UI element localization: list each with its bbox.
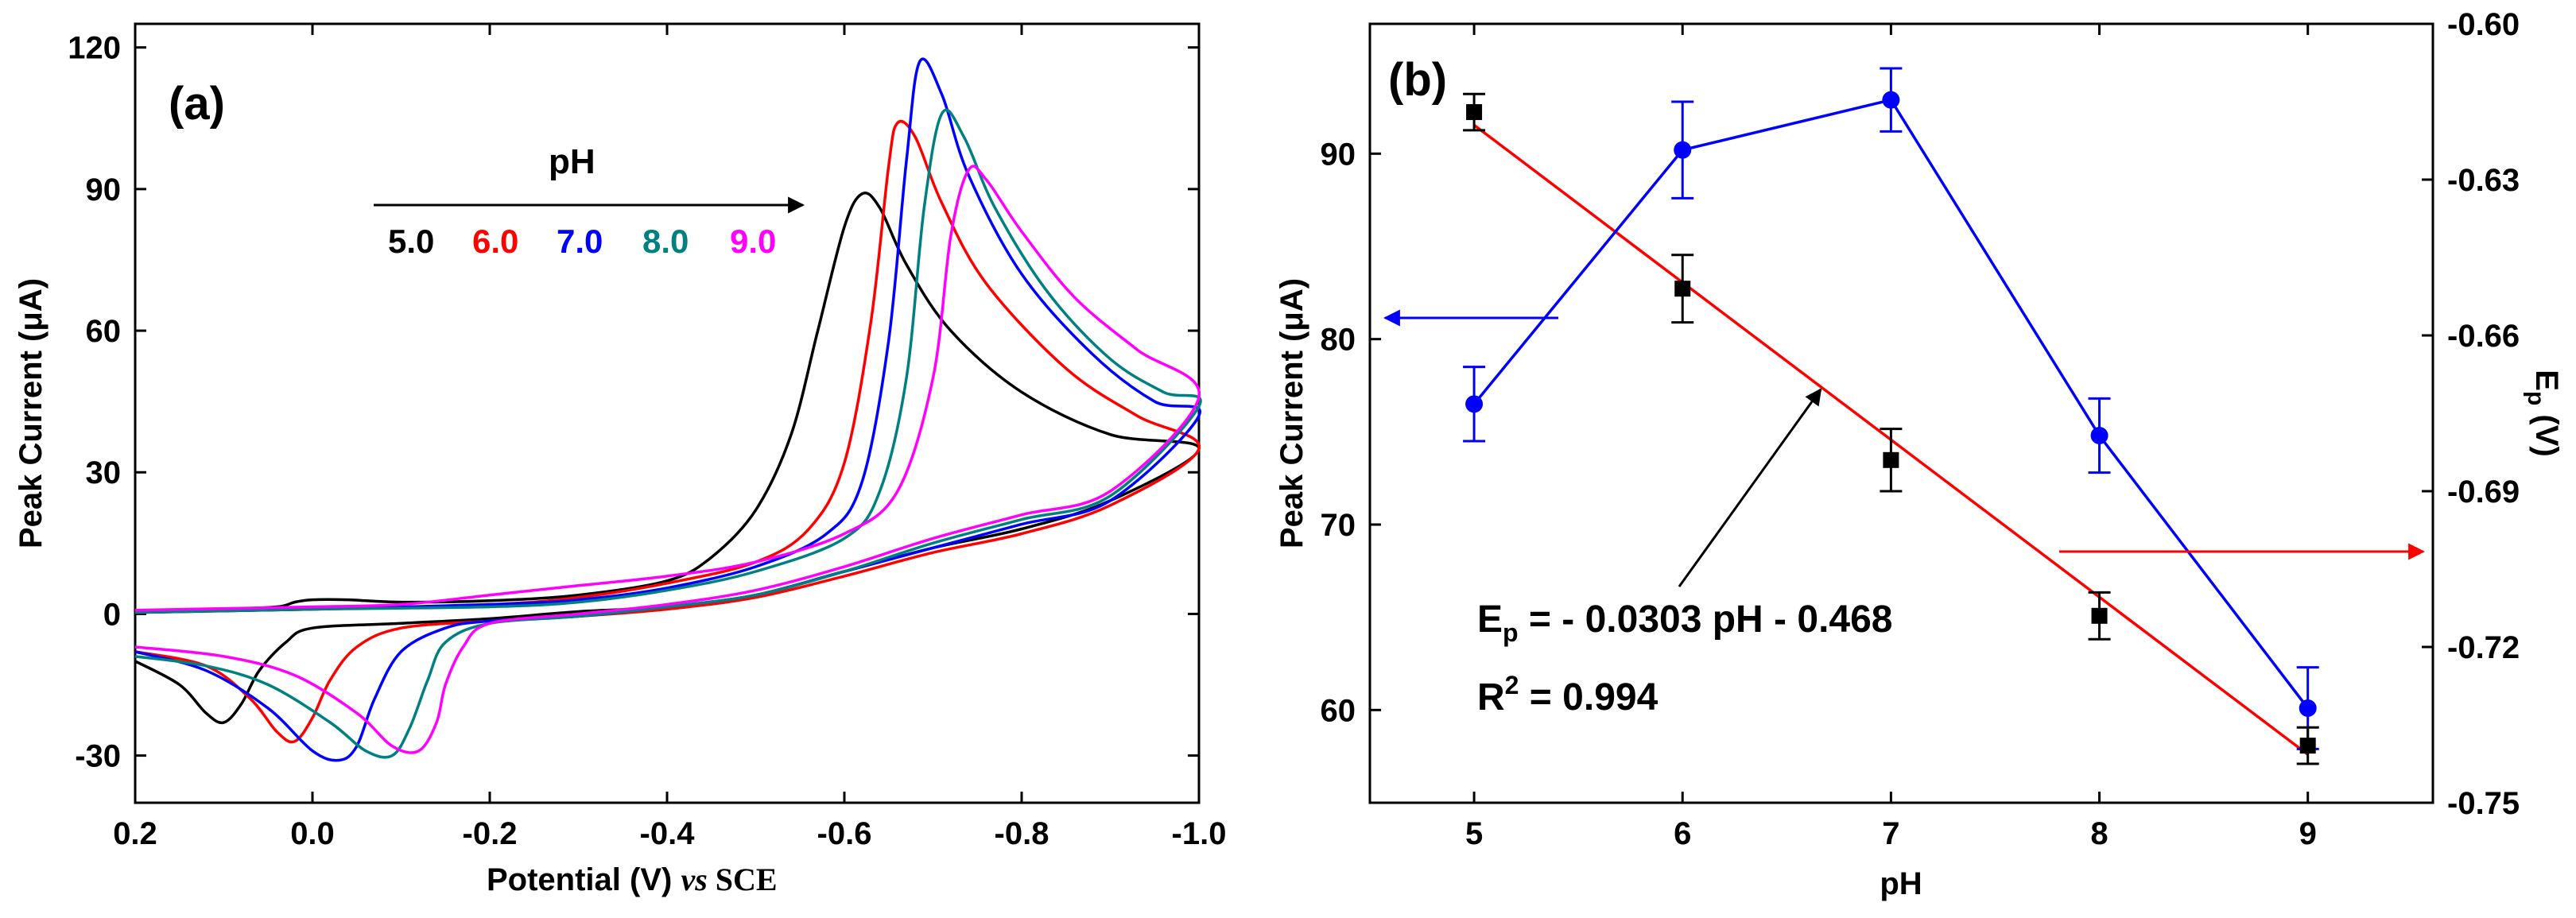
- ph-legend: 5.0 6.0 7.0 8.0 9.0: [388, 223, 776, 260]
- fit-equation-sub: p: [1503, 618, 1519, 647]
- ep-point-ph-8: [2088, 591, 2111, 641]
- panel-b-right-y-tick-label: -0.75: [2447, 786, 2520, 821]
- circle-marker: [1882, 91, 1900, 109]
- panel-a-x-axis: 0.2 0.0 -0.2 -0.4 -0.6 -0.8 -1.0: [113, 24, 1226, 851]
- panel-b-right-y-tick-label: -0.69: [2447, 474, 2520, 509]
- panel-b-x-tick-label: 5: [1465, 816, 1483, 851]
- square-marker: [1883, 451, 1899, 468]
- fit-equation-e: E: [1477, 598, 1503, 641]
- right-title-unit: (V): [2529, 405, 2564, 456]
- panel-a-y-tick-label: 0: [103, 597, 121, 632]
- legend-ph-5.0: 5.0: [388, 223, 434, 260]
- square-marker: [1674, 281, 1691, 297]
- right-title-e: E: [2529, 370, 2564, 391]
- panel-a-y-axis-title: Peak Current (μA): [14, 278, 48, 548]
- legend-ph-9.0: 9.0: [730, 223, 776, 260]
- square-marker: [2299, 738, 2316, 754]
- ep-point-ph-5: [1463, 92, 1486, 132]
- legend-ph-6.0: 6.0: [472, 223, 518, 260]
- right-title-sub: p: [2523, 391, 2549, 405]
- peak-current-point-ph-6: [1671, 100, 1694, 199]
- panel-b-right-y-axis: -0.75 -0.72 -0.69 -0.66 -0.63 -0.60: [2422, 7, 2520, 821]
- r2-sup: 2: [1505, 671, 1519, 699]
- panel-b-right-y-tick-label: -0.72: [2447, 630, 2520, 665]
- panel-a-plot-frame: [134, 22, 1201, 804]
- panel-a-x-tick-label: -0.4: [640, 816, 696, 851]
- panel-a-label: (a): [169, 78, 225, 130]
- panel-a-y-tick-label: 60: [86, 314, 122, 349]
- panel-a-y-tick-label: 30: [86, 455, 122, 490]
- panel-b-right-y-tick-label: -0.60: [2447, 7, 2520, 42]
- panel-a-y-tick-label: -30: [75, 739, 121, 774]
- circle-marker: [2090, 427, 2109, 444]
- panel-b-x-axis-title: pH: [1880, 866, 1922, 901]
- ep-point-ph-7: [1880, 428, 1903, 493]
- panel-a-y-tick-label: 120: [68, 31, 121, 66]
- square-marker: [1466, 104, 1483, 121]
- fit-equation: Ep = - 0.0303 pH - 0.468: [1477, 598, 1893, 647]
- panel-a-x-tick-label: -0.2: [463, 816, 518, 851]
- panel-b-ph-dependence: 5 6 7 8 9 60 70 80 90 -0.75 -0.72 -0.69 -0.66 -0.63…: [1274, 7, 2564, 901]
- panel-b-label: (b): [1388, 54, 1447, 106]
- panel-a-x-tick-label: -1.0: [1172, 816, 1227, 851]
- x-title-part-potential: Potential (V): [487, 862, 681, 897]
- r2-r: R: [1477, 676, 1505, 719]
- circle-marker: [1465, 395, 1484, 413]
- fit-callout-arrow: [1678, 388, 1822, 587]
- panel-a-y-axis: -30 0 30 60 90 120: [68, 31, 1199, 774]
- legend-ph-7.0: 7.0: [557, 223, 603, 260]
- peak-current-point-ph-7: [1880, 67, 1903, 133]
- panel-a-x-tick-label: -0.6: [817, 816, 872, 851]
- panel-b-left-y-tick-label: 60: [1321, 693, 1356, 728]
- panel-b-left-y-tick-label: 80: [1321, 323, 1356, 358]
- panel-b-left-y-axis: 60 70 80 90: [1321, 137, 1381, 728]
- panel-b-left-y-tick-label: 90: [1321, 137, 1356, 172]
- panel-a-x-tick-label: 0.0: [290, 816, 335, 851]
- ep-point-ph-6: [1671, 254, 1694, 324]
- circle-marker: [2299, 699, 2317, 717]
- square-marker: [2091, 607, 2108, 624]
- panel-a-cyclic-voltammograms: 0.2 0.0 -0.2 -0.4 -0.6 -0.8 -1.0 -30 0 30 60 90 120…: [14, 22, 1226, 897]
- ph-annotation-title: pH: [549, 142, 596, 181]
- panel-b-x-tick-label: 7: [1882, 816, 1899, 851]
- peak-current-point-ph-8: [2088, 397, 2111, 474]
- panel-b-right-y-axis-title: Ep (V): [2523, 370, 2564, 456]
- circle-marker: [1674, 141, 1692, 159]
- panel-b-right-y-tick-label: -0.66: [2447, 319, 2520, 354]
- panel-b-x-tick-label: 6: [1674, 816, 1691, 851]
- r2-rest: = 0.994: [1519, 676, 1658, 719]
- panel-b-x-tick-label: 9: [2299, 816, 2317, 851]
- fit-equation-rest: = - 0.0303 pH - 0.468: [1519, 598, 1893, 641]
- x-title-part-vs: vs: [681, 862, 707, 897]
- panel-b-x-tick-label: 8: [2090, 816, 2108, 851]
- cv-curve-ph-7.0: [134, 57, 1201, 762]
- panel-a-x-tick-label: 0.2: [113, 816, 157, 851]
- panel-a-curves: [134, 57, 1202, 762]
- peak-current-point-ph-5: [1463, 366, 1486, 443]
- panel-a-x-axis-title: Potential (V) vs SCE: [487, 862, 778, 897]
- panel-b-x-axis: 5 6 7 8 9: [1465, 24, 2317, 851]
- panel-b-left-y-tick-label: 70: [1321, 508, 1356, 543]
- cv-curve-ph-8.0: [134, 108, 1202, 759]
- panel-b-series: [1463, 67, 2319, 765]
- legend-ph-8.0: 8.0: [642, 223, 689, 260]
- fit-r-squared: R2 = 0.994: [1477, 671, 1658, 719]
- panel-b-right-y-tick-label: -0.63: [2447, 163, 2520, 198]
- panel-a-x-tick-label: -0.8: [995, 816, 1049, 851]
- x-title-part-sce: SCE: [708, 862, 778, 897]
- cv-curve-ph-6.0: [134, 119, 1201, 744]
- ep-point-ph-9: [2296, 726, 2319, 765]
- panel-b-plot-frame: [1368, 22, 2434, 804]
- cv-curve-ph-5.0: [134, 192, 1201, 725]
- panel-b-left-y-axis-title: Peak Current (μA): [1274, 278, 1309, 548]
- cv-curve-ph-9.0: [134, 165, 1201, 754]
- panel-a-y-tick-label: 90: [86, 172, 122, 207]
